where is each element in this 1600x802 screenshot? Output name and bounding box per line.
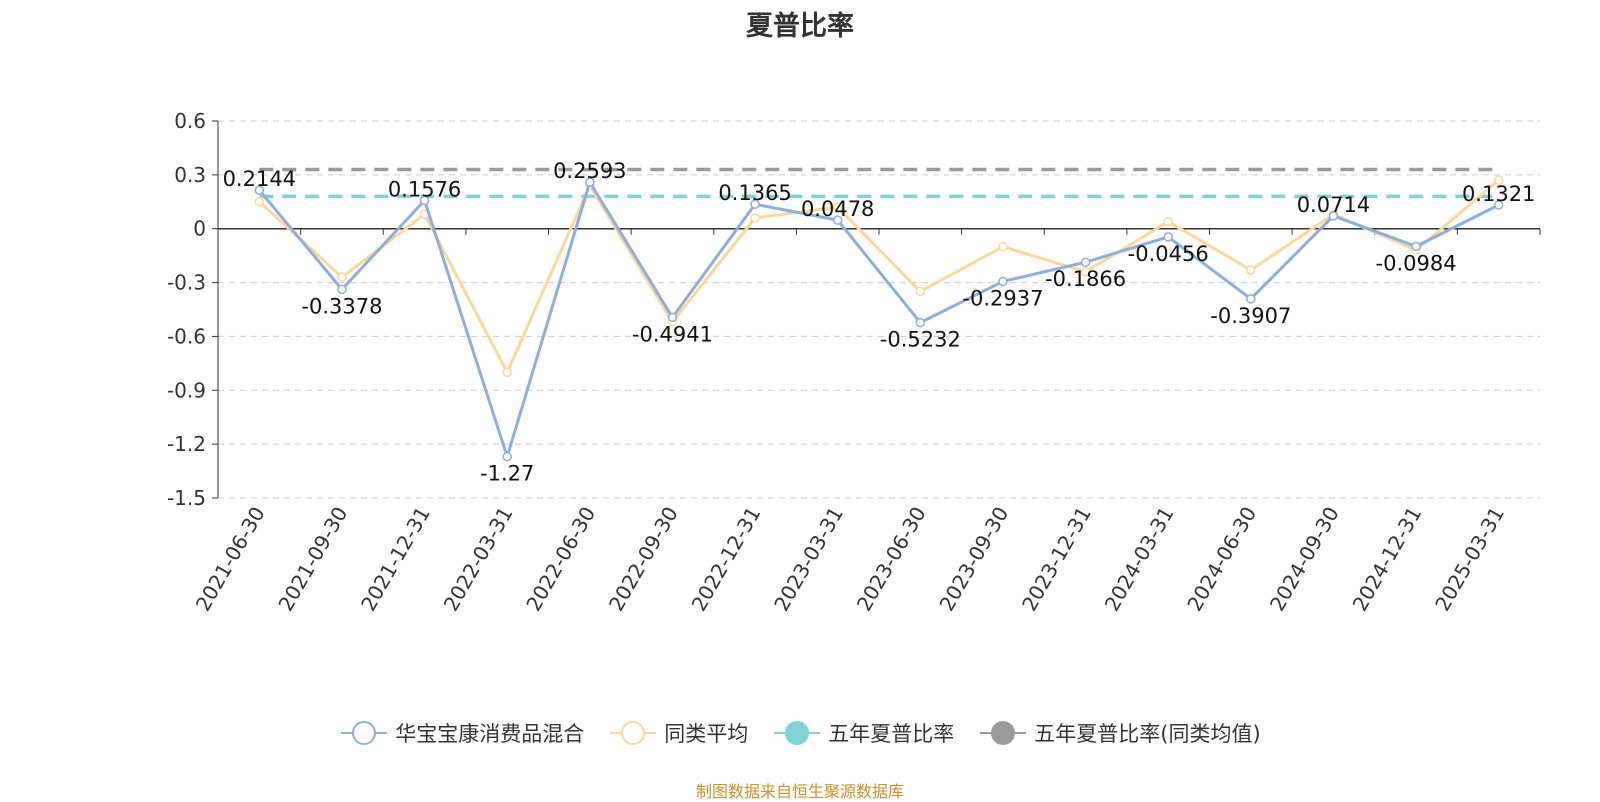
data-point (1163, 216, 1173, 227)
data-label: -0.0456 (1128, 242, 1209, 266)
legend-swatch-icon (980, 721, 1027, 745)
series-line (258, 180, 1500, 459)
x-tick-label: 2023-09-30 (934, 503, 1013, 616)
data-point (337, 284, 347, 295)
y-tick-label: 0.6 (174, 109, 206, 133)
legend-label: 五年夏普比率(同类均值) (1034, 722, 1261, 746)
data-point (254, 197, 265, 207)
x-tick-label: 2023-06-30 (852, 503, 931, 616)
data-label: -1.27 (480, 462, 534, 486)
x-tick-label: 2025-03-31 (1430, 503, 1509, 616)
data-label: -0.0984 (1376, 251, 1457, 275)
legend: 华宝宝康消费品混合 同类平均 五年夏普比率 五年夏普比率(同类均值) (0, 718, 1600, 748)
x-tick-label: 2024-06-30 (1182, 503, 1261, 616)
data-point (502, 451, 512, 462)
data-point (1328, 211, 1339, 221)
data-point (1411, 241, 1421, 252)
y-tick-label: -0.3 (167, 271, 206, 295)
x-tick-label: 2022-03-31 (439, 503, 518, 616)
data-label: 0.0714 (1297, 193, 1370, 217)
x-tick-label: 2021-09-30 (273, 503, 352, 616)
x-tick-label: 2024-03-31 (1100, 503, 1179, 616)
data-label: 0.1576 (388, 177, 461, 201)
legend-item[interactable]: 华宝宝康消费品混合 (339, 718, 584, 748)
x-tick-label: 2022-12-31 (686, 503, 765, 616)
data-label: -0.3378 (301, 294, 382, 318)
legend-label: 华宝宝康消费品混合 (395, 722, 585, 746)
data-label: 0.2144 (223, 167, 296, 191)
x-tick-label: 2021-12-31 (356, 503, 435, 616)
x-tick-label: 2022-09-30 (604, 503, 683, 616)
data-label: -0.5232 (880, 328, 961, 352)
data-label: 0.2593 (553, 159, 626, 183)
data-point (750, 199, 760, 209)
data-point (1080, 267, 1091, 277)
legend-item[interactable]: 五年夏普比率(同类均值) (978, 718, 1261, 748)
legend-label: 同类平均 (664, 722, 749, 746)
data-point (832, 202, 843, 212)
data-point (585, 177, 595, 187)
data-point (502, 367, 512, 378)
data-label: -0.3907 (1210, 304, 1291, 328)
legend-label: 五年夏普比率 (828, 722, 955, 746)
legend-item[interactable]: 五年夏普比率 (772, 718, 954, 748)
y-tick-label: -0.9 (167, 378, 206, 402)
legend-swatch-icon (610, 721, 657, 745)
y-tick-label: -1.5 (167, 486, 206, 510)
legend-item[interactable]: 同类平均 (608, 718, 748, 748)
data-point (1246, 265, 1256, 275)
chart-title: 夏普比率 (746, 11, 854, 42)
y-tick-label: -1.2 (167, 432, 206, 456)
data-point (915, 317, 926, 328)
data-point (1493, 175, 1504, 185)
x-tick-label: 2024-09-30 (1265, 503, 1344, 616)
data-label: 0.1365 (718, 181, 791, 205)
data-point (1246, 294, 1256, 304)
x-tick-label: 2021-06-30 (191, 503, 270, 616)
x-tick-label: 2023-03-31 (769, 503, 848, 616)
data-point (419, 195, 430, 206)
data-label: -0.4941 (632, 322, 713, 346)
data-point (1080, 257, 1091, 267)
legend-swatch-icon (341, 721, 388, 745)
data-point (337, 272, 347, 282)
series-line (258, 179, 1500, 374)
data-label: 0.1321 (1462, 182, 1535, 206)
y-tick-label: 0.3 (174, 163, 206, 187)
data-point (1493, 200, 1504, 210)
data-point (998, 241, 1008, 252)
data-point (915, 286, 926, 297)
y-tick-label: 0 (193, 217, 206, 241)
data-point (254, 185, 265, 195)
x-tick-label: 2022-06-30 (521, 503, 600, 616)
y-tick-label: -0.6 (167, 324, 206, 348)
x-tick-label: 2024-12-31 (1347, 503, 1426, 616)
source-note: 制图数据来自恒生聚源数据库 (695, 782, 904, 801)
data-point (832, 215, 843, 225)
x-tick-label: 2023-12-31 (1017, 503, 1096, 616)
data-label: 0.0478 (801, 197, 874, 221)
data-point (750, 213, 760, 223)
data-point (667, 312, 678, 323)
legend-swatch-icon (774, 721, 821, 745)
data-label: -0.1866 (1045, 267, 1126, 291)
data-point (1163, 232, 1173, 242)
data-label: -0.2937 (962, 286, 1043, 310)
data-point (998, 276, 1008, 287)
